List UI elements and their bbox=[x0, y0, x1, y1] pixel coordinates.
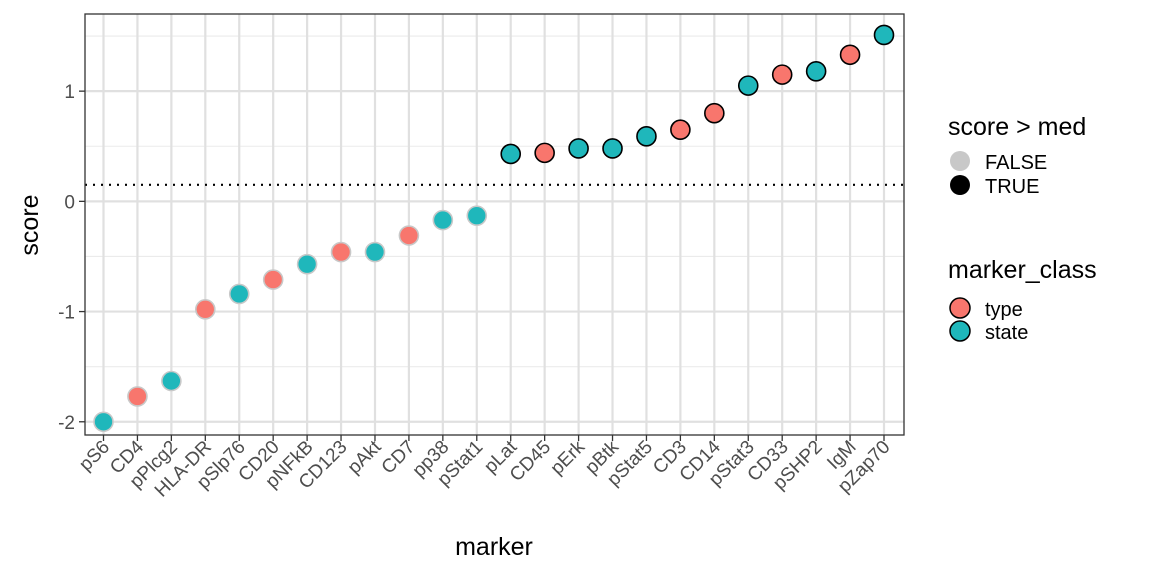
data-point-pp38 bbox=[432, 209, 454, 231]
y-axis-title: score bbox=[16, 194, 44, 255]
data-point-pzap70 bbox=[873, 24, 895, 46]
x-tick-label: pErk bbox=[547, 436, 590, 479]
data-point-cd3 bbox=[670, 119, 691, 141]
data-point-ps6 bbox=[93, 411, 114, 433]
x-axis: pS6CD4pPlcg2HLA-DRpSlp76CD20pNFkBCD123pA… bbox=[75, 435, 895, 502]
legend-label: type bbox=[985, 299, 1023, 321]
data-point-pstat1 bbox=[466, 205, 488, 226]
x-tick-label: pAkt bbox=[344, 436, 386, 478]
data-point-cd7 bbox=[398, 225, 420, 246]
panel-background bbox=[85, 14, 904, 435]
panel-border bbox=[84, 13, 905, 436]
data-point-cd4 bbox=[127, 386, 148, 407]
legend-key-false bbox=[950, 151, 970, 171]
legend-key-type bbox=[949, 297, 971, 319]
data-point-pakt bbox=[364, 241, 386, 263]
legend-label: TRUE bbox=[985, 176, 1039, 198]
data-point-pplcg2 bbox=[161, 370, 182, 392]
data-point-hla-dr bbox=[195, 299, 216, 320]
legend-score-gt-med: score > med FALSE TRUE bbox=[948, 113, 1086, 198]
data-point-cd14 bbox=[704, 102, 725, 124]
x-axis-title: marker bbox=[455, 533, 533, 561]
data-point-pbtk bbox=[602, 138, 623, 159]
legend-label: state bbox=[985, 322, 1028, 344]
y-axis: -2 -1 0 1 bbox=[58, 82, 85, 434]
y-tick-label: -1 bbox=[58, 303, 75, 324]
data-point-pstat5 bbox=[636, 126, 657, 147]
legend-key-true bbox=[950, 175, 970, 195]
data-point-cd45 bbox=[534, 142, 555, 164]
legend-key-state bbox=[949, 320, 971, 342]
legend-title: marker_class bbox=[948, 256, 1097, 284]
data-point-pslp76 bbox=[228, 283, 250, 305]
data-point-pnfkb bbox=[296, 253, 318, 275]
data-point-pshp2 bbox=[805, 61, 827, 82]
y-tick-label: 1 bbox=[64, 82, 75, 103]
data-point-igm bbox=[839, 44, 861, 66]
gridlines bbox=[85, 14, 904, 435]
data-point-pstat3 bbox=[737, 75, 759, 96]
legend-label: FALSE bbox=[985, 152, 1047, 174]
y-tick-label: 0 bbox=[64, 192, 75, 213]
legend-marker-class: marker_class type state bbox=[948, 256, 1097, 344]
data-point-cd20 bbox=[262, 269, 284, 290]
data-point-perk bbox=[568, 138, 589, 159]
data-point-plat bbox=[500, 143, 522, 165]
x-tick-label: pS6 bbox=[75, 437, 114, 476]
legend-title: score > med bbox=[948, 113, 1086, 141]
y-tick-label: -2 bbox=[58, 413, 75, 434]
data-points bbox=[93, 24, 895, 433]
data-point-cd123 bbox=[330, 241, 352, 263]
data-point-cd33 bbox=[771, 64, 793, 85]
